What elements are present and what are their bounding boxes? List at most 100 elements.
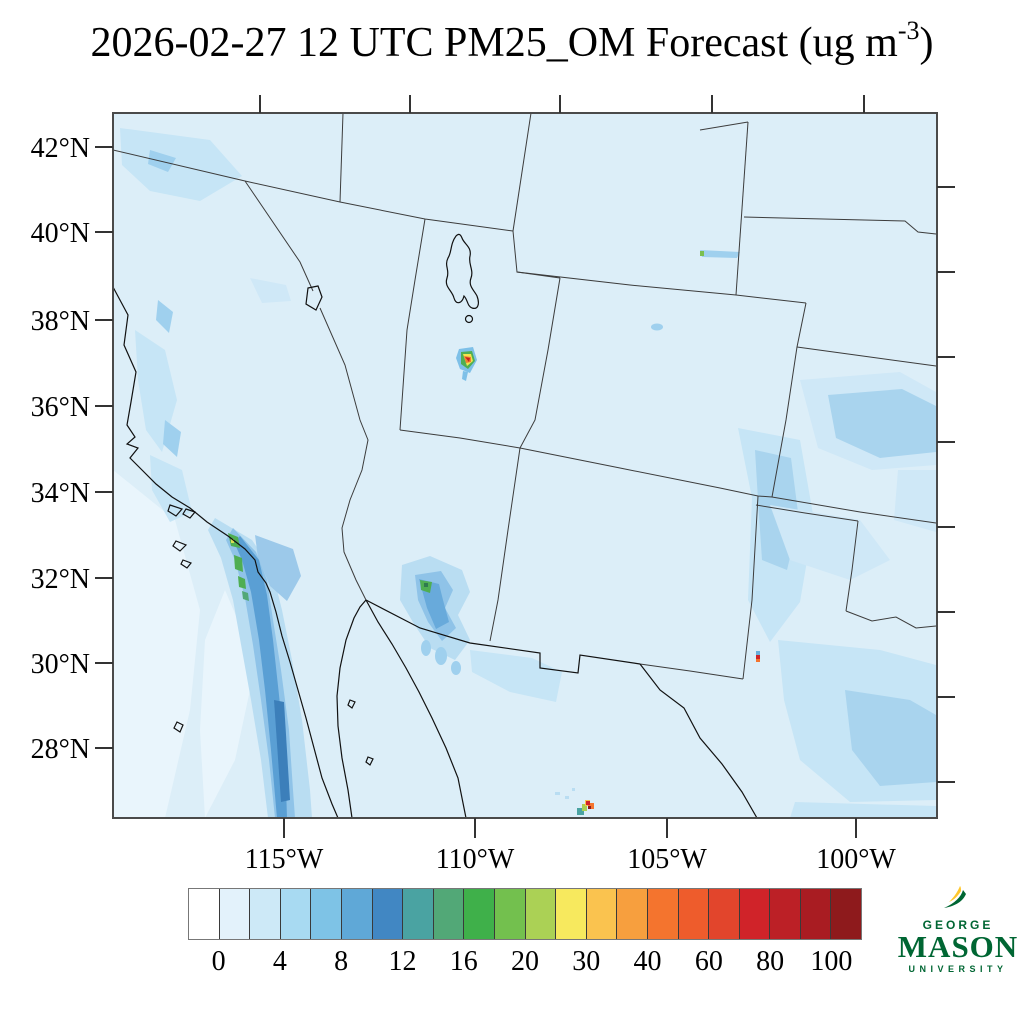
lat-label-40n: 40°N: [31, 218, 90, 249]
island-channel-4: [180, 559, 192, 569]
shade-sonora: [470, 650, 562, 702]
colorbar-segment-0: [189, 889, 219, 939]
coast-baja-east: [336, 599, 367, 818]
lake-tahoe: [305, 285, 323, 311]
colorbar-label-60: 60: [694, 946, 723, 977]
border-colorado-east: [771, 302, 807, 498]
colorbar-segment-7: [402, 889, 433, 939]
logo-mason: MASON: [897, 929, 1019, 964]
colorbar-segment-10: [493, 889, 525, 939]
border-40n: [796, 346, 937, 367]
wtexas-dot-red: [756, 655, 760, 659]
island-guadalupe: [173, 721, 184, 733]
colorbar-segment-19: [769, 889, 800, 939]
mx-speck-1: [555, 792, 560, 795]
logo-university: UNIVERSITY: [908, 964, 1008, 975]
mx-hotspot-teal: [577, 808, 584, 815]
shade-sierra-1: [156, 300, 173, 333]
logo-george: GEORGE: [922, 918, 994, 932]
arizona-satellite-3: [451, 661, 461, 675]
arizona-satellite-2: [435, 647, 447, 665]
lat-label-32n: 32°N: [31, 564, 90, 595]
colorbar: [188, 888, 862, 940]
hotspot-wyoming-green: [700, 251, 704, 256]
border-utah-arizona: [399, 429, 521, 449]
flame-green: [944, 890, 966, 908]
border-utah-41n: [516, 271, 561, 279]
shade-texas-core: [845, 690, 936, 786]
island-gulf-2: [365, 756, 374, 766]
colorbar-segment-20: [799, 889, 831, 939]
map-frame: [112, 112, 938, 819]
island-channel-1: [167, 504, 184, 517]
utah-hotspot-red: [465, 357, 470, 362]
colorbar-segment-2: [249, 889, 280, 939]
plume-inland-fan: [255, 535, 301, 601]
colorbar-label-30: 30: [572, 946, 601, 977]
ocean-band: [200, 590, 250, 818]
colorbar-segment-17: [708, 889, 739, 939]
lon-label-100w: 100°W: [816, 844, 896, 875]
colorbar-segment-5: [340, 889, 372, 939]
colorbar-labels: 0 4 8 12 16 20 30 40 60 80 100: [188, 946, 862, 980]
colorbar-segment-6: [371, 889, 403, 939]
shade-sierra-2: [163, 420, 181, 457]
wtexas-dot-orange: [756, 659, 760, 662]
shade-tx-panhandle: [770, 505, 890, 580]
shade-nw-california: [120, 128, 242, 201]
map-content: [113, 113, 937, 818]
colorbar-segment-3: [279, 889, 311, 939]
colorbar-segment-1: [218, 889, 250, 939]
great-salt-lake: [445, 233, 479, 309]
colorbar-segment-12: [555, 889, 586, 939]
axis-ticks: [95, 95, 955, 838]
border-rio-grande: [639, 663, 758, 818]
island-channel-3: [172, 540, 188, 552]
plume-green-3: [238, 576, 246, 589]
coast-pacific: [113, 286, 339, 818]
colorbar-label-8: 8: [334, 946, 349, 977]
arizona-green-dark: [424, 583, 428, 587]
border-texas-100w: [845, 520, 859, 612]
lon-label-110w: 110°W: [436, 844, 515, 875]
border-idaho-oregon: [339, 113, 344, 203]
border-california-nevada-n: [244, 180, 314, 292]
lon-labels: 115°W 110°W 105°W 100°W: [245, 844, 897, 875]
title-exponent: -3: [897, 16, 920, 45]
shade-south-texas: [790, 802, 936, 818]
colorbar-label-80: 80: [756, 946, 785, 977]
border-red-river: [845, 610, 937, 629]
border-us-mexico: [365, 599, 641, 674]
lat-label-34n: 34°N: [31, 478, 90, 509]
plume-green-2: [234, 555, 243, 572]
colorbar-segment-16: [677, 889, 709, 939]
lat-label-38n: 38°N: [31, 306, 90, 337]
title-main: 2026-02-27 12 UTC PM25_OM Forecast (ug m: [90, 20, 898, 66]
colorbar-label-12: 12: [388, 946, 417, 977]
coastlines: [113, 233, 758, 818]
colorbar-segment-21: [830, 889, 862, 939]
border-wyoming-nebraska: [735, 121, 749, 296]
colorbar-segment-4: [310, 889, 341, 939]
shade-socal-inland: [150, 455, 192, 522]
colorbar-segment-11: [524, 889, 556, 939]
colorbar-label-40: 40: [633, 946, 662, 977]
mx-speck-2: [565, 796, 569, 799]
colorbar-label-4: 4: [272, 946, 287, 977]
border-nebraska-north-w: [699, 121, 749, 131]
lat-labels: 42°N 40°N 38°N 36°N 34°N 32°N 30°N 28°N: [31, 133, 90, 765]
border-california-nevada-s: [319, 307, 369, 601]
border-wyoming-west: [512, 113, 532, 232]
border-newmexico-texas: [742, 495, 759, 680]
shade-kansas: [894, 470, 936, 532]
colorbar-segment-13: [585, 889, 617, 939]
shade-nevada: [250, 278, 291, 303]
mx-hotspot-red: [586, 801, 590, 805]
mx-hotspot-darkred: [588, 806, 591, 809]
colorbar-segment-15: [646, 889, 678, 939]
lat-label-42n: 42°N: [31, 133, 90, 164]
coast-gulf-east: [365, 599, 467, 818]
colorbar-segment-14: [616, 889, 647, 939]
gmu-logo: GEORGE MASON UNIVERSITY: [896, 886, 1020, 978]
